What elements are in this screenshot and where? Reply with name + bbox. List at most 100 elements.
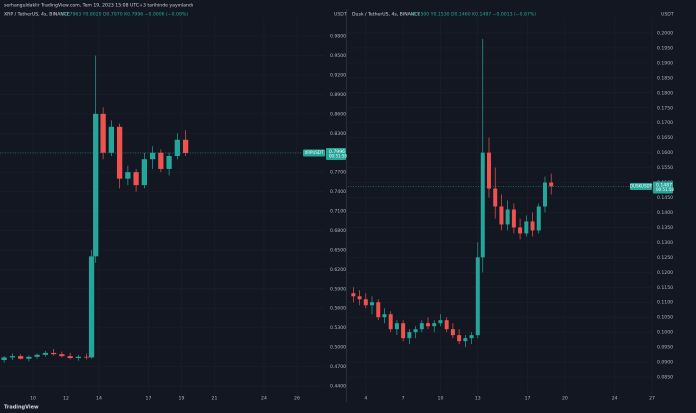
candle-body <box>83 356 90 358</box>
x-tick-label: 4 <box>364 396 367 402</box>
y-tick-label: 0.1850 <box>657 75 673 81</box>
candle-body <box>26 356 32 359</box>
axis-currency: USDT <box>661 12 674 18</box>
y-tick-label: 0.9800 <box>330 34 346 40</box>
candle-body <box>511 209 516 228</box>
x-tick-label: 10 <box>30 396 36 402</box>
candle-body <box>413 329 418 333</box>
candle-body <box>469 335 474 339</box>
candle-body <box>401 323 406 339</box>
candle-body <box>50 352 57 355</box>
candle-body <box>75 356 82 359</box>
y-tick-label: 0.5900 <box>330 286 346 292</box>
y-tick-label: 0.6500 <box>330 247 346 253</box>
y-tick-label: 0.1550 <box>657 165 673 171</box>
candle-body <box>463 338 468 342</box>
y-tick-label: 0.1350 <box>657 225 673 231</box>
y-tick-label: 0.1300 <box>657 240 673 246</box>
candle-body <box>17 356 24 359</box>
y-tick-label: 0.8600 <box>330 111 346 117</box>
symbol-label: DUSKUSDT <box>630 183 653 188</box>
candle-body <box>407 332 412 339</box>
x-tick-label: 7 <box>402 396 405 402</box>
candle-body <box>166 155 172 169</box>
candle-body <box>524 221 529 234</box>
y-tick-label: 0.1050 <box>657 315 673 321</box>
countdown-label: 00:51:58 <box>656 187 674 192</box>
y-tick-label: 0.7400 <box>330 189 346 195</box>
y-tick-label: 0.6800 <box>330 228 346 234</box>
candle-body <box>549 182 554 187</box>
header: serhanguldaklir TradingView.com, Tem 19,… <box>4 3 193 9</box>
ohlc-readout: A0.1500 Y0.1530 D0.1460 K0.1487 −0.0013 … <box>410 12 536 18</box>
y-tick-label: 0.1400 <box>657 210 673 216</box>
x-tick-label: 17 <box>525 396 531 402</box>
y-tick-label: 0.1250 <box>657 255 673 261</box>
y-tick-label: 0.5600 <box>330 306 346 312</box>
symbol-badge <box>303 149 325 157</box>
candle-body <box>486 152 491 189</box>
x-tick-label: 21 <box>212 396 218 402</box>
candle-body <box>499 206 504 225</box>
y-tick-label: 0.7100 <box>330 209 346 215</box>
pane-title: XRP / TetherUS, 4s, BINANCE <box>4 12 70 18</box>
x-tick-label: 20 <box>562 396 568 402</box>
price-badge <box>326 147 346 160</box>
y-tick-label: 0.1800 <box>657 90 673 96</box>
candle-body <box>475 257 480 336</box>
candle-body <box>108 126 114 153</box>
x-tick-label: 10 <box>438 396 444 402</box>
candle-body <box>518 227 523 234</box>
candle-body <box>88 256 95 358</box>
y-tick-label: 0.1700 <box>657 120 673 126</box>
candle-body <box>141 159 147 186</box>
candle-body <box>376 302 381 318</box>
candle-body <box>125 172 131 179</box>
y-tick-label: 0.8300 <box>330 131 346 137</box>
pane-title: Dusk / TetherUS, 4s, BINANCE <box>352 12 420 18</box>
candle-body <box>370 302 375 306</box>
candle-body <box>9 356 16 358</box>
price-badge <box>653 181 673 194</box>
candle-body <box>493 188 498 207</box>
candle-body <box>536 206 541 231</box>
x-tick-label: 13 <box>475 396 481 402</box>
candle-body <box>388 314 393 330</box>
candle-body <box>116 126 123 179</box>
candle-body <box>444 320 449 330</box>
y-tick-label: 0.1000 <box>657 330 673 336</box>
candle-body <box>530 221 535 231</box>
countdown-label: 00:51:58 <box>329 153 347 158</box>
candle-body <box>133 172 139 186</box>
y-tick-label: 0.6200 <box>330 267 346 273</box>
y-tick-label: 0.2000 <box>657 30 673 36</box>
symbol-badge <box>630 182 652 190</box>
x-tick-label: 17 <box>146 396 152 402</box>
candle-body <box>438 320 443 324</box>
candle-body <box>432 323 437 327</box>
candle-body <box>480 152 485 258</box>
last-price-label: 0.1487 <box>656 182 672 188</box>
x-tick-label: 26 <box>294 396 300 402</box>
x-tick-label: 27 <box>649 396 655 402</box>
x-tick-label: 19 <box>179 396 185 402</box>
candle-body <box>357 296 362 300</box>
candle-body <box>394 323 399 330</box>
candle-body <box>182 139 189 153</box>
candle-body <box>100 113 106 153</box>
candle-body <box>351 293 356 297</box>
y-tick-label: 0.1650 <box>657 135 673 141</box>
y-tick-label: 0.4700 <box>330 364 346 370</box>
axis-currency: USDT <box>334 12 347 18</box>
y-tick-label: 0.0950 <box>657 345 673 351</box>
y-tick-label: 0.0900 <box>657 360 673 366</box>
candle-body <box>149 152 156 160</box>
candle-body <box>42 352 49 355</box>
x-tick-label: 24 <box>261 396 267 402</box>
y-tick-label: 0.1150 <box>657 285 673 291</box>
y-tick-label: 0.1950 <box>657 45 673 51</box>
candle-body <box>450 329 455 336</box>
y-tick-label: 0.0850 <box>657 375 673 381</box>
